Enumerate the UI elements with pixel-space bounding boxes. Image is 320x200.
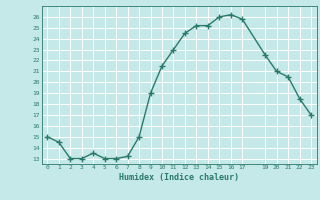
X-axis label: Humidex (Indice chaleur): Humidex (Indice chaleur) — [119, 173, 239, 182]
